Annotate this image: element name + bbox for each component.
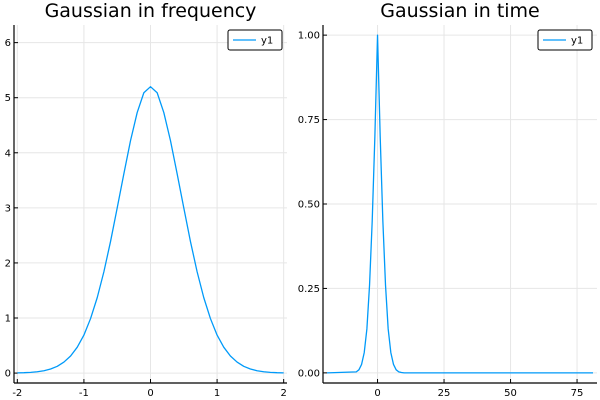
x-tick-label: 1 — [214, 388, 220, 399]
panel-frequency: Gaussian in frequency -2 -1 0 1 2 0 1 2 3 4 5 6 y1 — [5, 0, 287, 399]
y-tick-label: 1 — [5, 314, 11, 325]
legend-label: y1 — [571, 36, 583, 47]
y-tick-label: 0.25 — [298, 284, 320, 295]
y-tick-label: 5 — [5, 93, 11, 104]
series-line-y1 — [326, 34, 594, 374]
legend: y1 — [227, 29, 283, 51]
y-tick-label: 3 — [5, 203, 11, 214]
panel-time: Gaussian in time 0 25 50 75 0.00 0.25 0.50 0.75 1… — [298, 0, 597, 399]
y-tick-label: 2 — [5, 258, 11, 269]
y-tick-label: 6 — [5, 38, 11, 49]
y-tick-label: 0.00 — [298, 368, 320, 379]
legend: y1 — [537, 29, 593, 51]
x-tick-label: -1 — [79, 388, 89, 399]
chart-title: Gaussian in time — [380, 0, 540, 22]
y-tick-label: 0.50 — [298, 200, 320, 211]
x-tick-label: 25 — [438, 388, 451, 399]
legend-label: y1 — [261, 36, 273, 47]
y-tick-label: 4 — [5, 148, 11, 159]
series-line-y1 — [17, 86, 284, 374]
x-tick-label: 50 — [504, 388, 517, 399]
x-tick-label: 75 — [571, 388, 584, 399]
y-tick-label: 0 — [5, 369, 11, 380]
x-tick-label: 2 — [280, 388, 286, 399]
y-tick-label: 1.00 — [298, 31, 320, 42]
y-tick-label: 0.75 — [298, 115, 320, 126]
x-tick-label: 0 — [374, 388, 380, 399]
chart-title: Gaussian in frequency — [45, 0, 257, 22]
x-tick-label: 0 — [147, 388, 153, 399]
x-tick-label: -2 — [12, 388, 22, 399]
